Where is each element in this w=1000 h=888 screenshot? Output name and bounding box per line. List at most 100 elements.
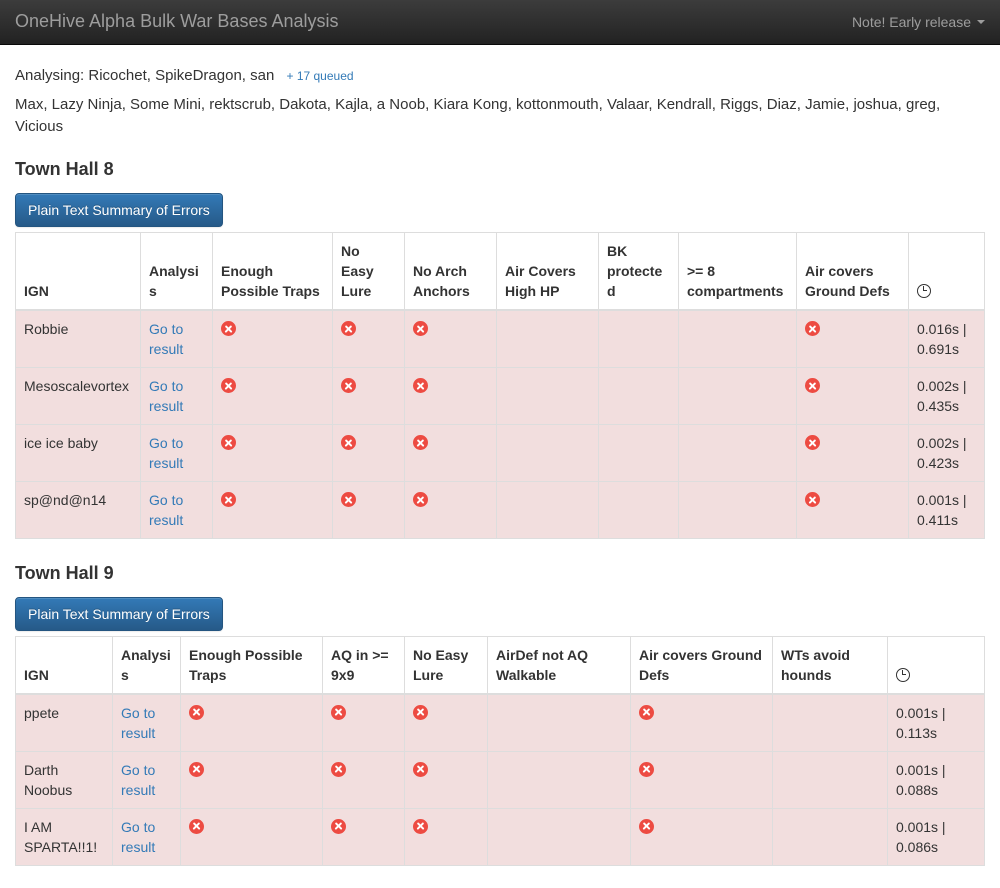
error-cell: [678, 481, 797, 540]
error-cell: [630, 808, 773, 867]
error-icon: [639, 819, 654, 835]
go-to-result-link[interactable]: Go to result: [149, 435, 184, 472]
error-icon: [221, 435, 236, 451]
column-header-ign: IGN: [15, 232, 141, 312]
column-header-aq-in-9x9: AQ in >= 9x9: [322, 635, 405, 696]
error-cell: [332, 424, 405, 483]
error-icon: [413, 321, 428, 337]
analysis-cell: Go to result: [112, 751, 181, 810]
error-cell: [630, 751, 773, 810]
column-header-analysis: Analysis: [112, 635, 181, 696]
column-header-airdef-not-aq-walkable: AirDef not AQ Walkable: [487, 635, 631, 696]
go-to-result-link[interactable]: Go to result: [149, 321, 184, 358]
analysis-cell: Go to result: [140, 481, 213, 540]
error-cell: [796, 367, 909, 426]
queued-count-link[interactable]: + 17 queued: [286, 69, 354, 83]
error-cell: [678, 367, 797, 426]
error-icon: [639, 705, 654, 721]
error-icon: [805, 492, 820, 508]
error-icon: [221, 321, 236, 337]
error-icon: [341, 435, 356, 451]
column-header-wts-avoid-hounds: WTs avoid hounds: [772, 635, 888, 696]
error-cell: [212, 481, 333, 540]
note-early-release-dropdown[interactable]: Note! Early release: [852, 12, 985, 32]
error-cell: [322, 751, 405, 810]
table-row: Darth Noobus Go to result 0.001s | 0.088…: [15, 751, 985, 810]
error-icon: [341, 321, 356, 337]
column-header-air-covers-ground-defs: Air covers Ground Defs: [796, 232, 909, 312]
th8-results-table: IGN Analysis Enough Possible Traps No Ea…: [15, 232, 985, 540]
error-cell: [772, 751, 888, 810]
table-row: sp@nd@n14 Go to result 0.001s | 0.411s: [15, 481, 985, 540]
error-cell: [212, 424, 333, 483]
error-cell: [212, 367, 333, 426]
error-icon: [413, 762, 428, 778]
error-cell: [487, 693, 631, 753]
analysing-status: Analysing: Ricochet, SpikeDragon, san + …: [15, 65, 985, 86]
table-row: Mesoscalevortex Go to result 0.002s | 0.…: [15, 367, 985, 426]
go-to-result-link[interactable]: Go to result: [121, 762, 156, 799]
column-header-no-easy-lure: No Easy Lure: [332, 232, 405, 312]
error-icon: [413, 819, 428, 835]
plain-text-summary-button-th8[interactable]: Plain Text Summary of Errors: [15, 193, 223, 228]
go-to-result-link[interactable]: Go to result: [149, 378, 184, 415]
go-to-result-link[interactable]: Go to result: [121, 705, 156, 742]
column-header-timer: [887, 635, 985, 696]
plain-text-summary-button-th9[interactable]: Plain Text Summary of Errors: [15, 596, 223, 631]
error-cell: [496, 309, 599, 369]
caret-down-icon: [977, 19, 985, 24]
main-content: Analysing: Ricochet, SpikeDragon, san + …: [0, 65, 1000, 867]
error-cell: [678, 309, 797, 369]
error-cell: [180, 751, 323, 810]
error-cell: [496, 481, 599, 540]
queued-names: Max, Lazy Ninja, Some Mini, rektscrub, D…: [15, 96, 941, 135]
error-icon: [413, 705, 428, 721]
error-cell: [332, 481, 405, 540]
analysis-cell: Go to result: [140, 424, 213, 483]
column-header-enough-possible-traps: Enough Possible Traps: [212, 232, 333, 312]
ign-cell: ice ice baby: [15, 424, 141, 483]
column-header-no-arch-anchors: No Arch Anchors: [404, 232, 497, 312]
th9-header-row: IGN Analysis Enough Possible Traps AQ in…: [15, 635, 985, 696]
table-row: ppete Go to result 0.001s | 0.113s: [15, 693, 985, 753]
column-header-no-easy-lure: No Easy Lure: [404, 635, 488, 696]
error-cell: [404, 481, 497, 540]
error-icon: [413, 435, 428, 451]
error-cell: [180, 808, 323, 867]
error-icon: [413, 492, 428, 508]
table-row: ice ice baby Go to result 0.002s | 0.423…: [15, 424, 985, 483]
error-cell: [404, 751, 488, 810]
error-icon: [805, 321, 820, 337]
time-cell: 0.016s | 0.691s: [908, 309, 985, 369]
go-to-result-link[interactable]: Go to result: [121, 819, 156, 856]
error-cell: [487, 751, 631, 810]
error-cell: [598, 481, 679, 540]
error-cell: [630, 693, 773, 753]
error-cell: [322, 693, 405, 753]
error-icon: [805, 435, 820, 451]
error-cell: [496, 424, 599, 483]
go-to-result-link[interactable]: Go to result: [149, 492, 184, 529]
column-header-compartments: >= 8 compartments: [678, 232, 797, 312]
table-row: Robbie Go to result 0.016s | 0.691s: [15, 309, 985, 369]
ign-cell: Darth Noobus: [15, 751, 113, 810]
error-cell: [180, 693, 323, 753]
error-icon: [189, 762, 204, 778]
ign-cell: Mesoscalevortex: [15, 367, 141, 426]
error-cell: [678, 424, 797, 483]
error-cell: [772, 693, 888, 753]
error-cell: [598, 424, 679, 483]
column-header-air-covers-high-hp: Air Covers High HP: [496, 232, 599, 312]
error-cell: [404, 309, 497, 369]
note-early-release-label: Note! Early release: [851, 13, 971, 30]
navbar: OneHive Alpha Bulk War Bases Analysis No…: [0, 0, 1000, 45]
clock-icon: [917, 284, 931, 299]
error-cell: [796, 481, 909, 540]
town-hall-8-heading: Town Hall 8: [15, 159, 114, 180]
ign-cell: ppete: [15, 693, 113, 753]
column-header-ign: IGN: [15, 635, 113, 696]
column-header-timer: [908, 232, 985, 312]
error-cell: [598, 367, 679, 426]
analysing-text: Analysing: Ricochet, SpikeDragon, san: [15, 67, 275, 84]
time-cell: 0.001s | 0.088s: [887, 751, 985, 810]
